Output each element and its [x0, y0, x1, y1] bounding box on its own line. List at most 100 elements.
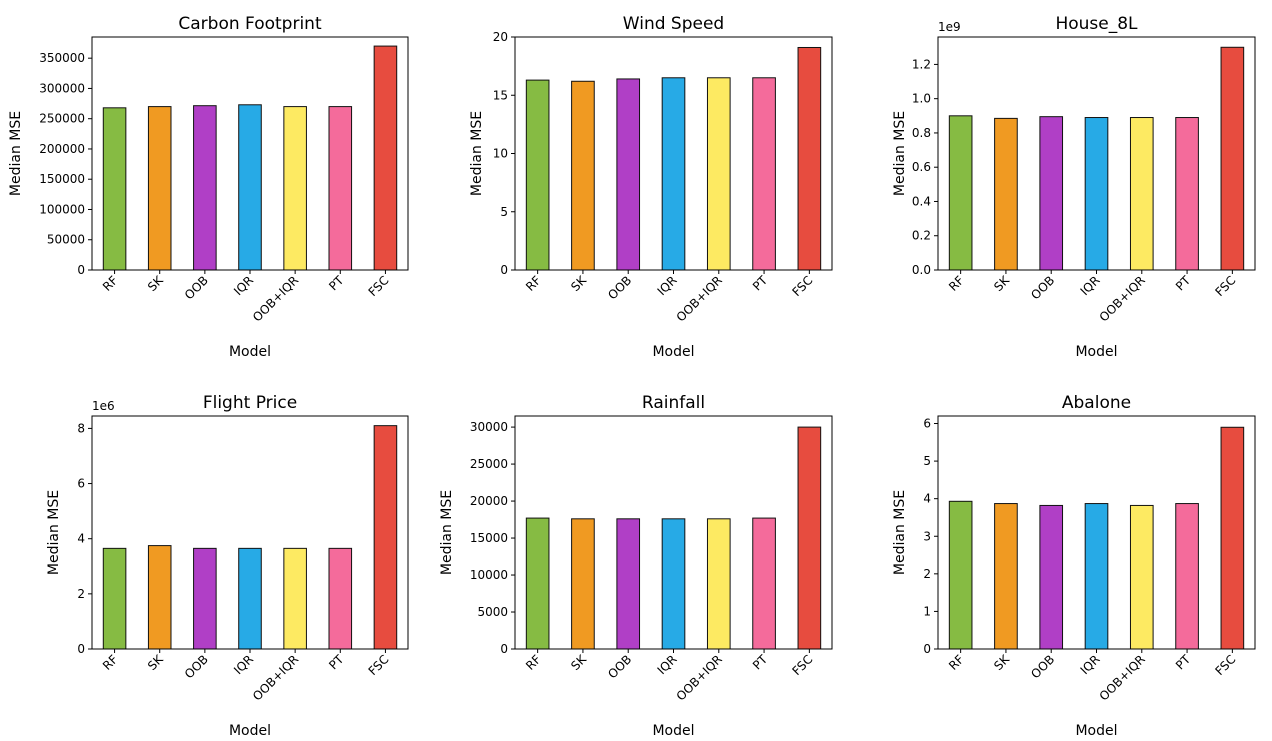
x-tick-label: SK	[991, 651, 1013, 673]
y-tick-label: 4	[923, 492, 931, 506]
y-tick-label: 15	[493, 88, 508, 102]
y-axis-label: Median MSE	[439, 490, 455, 575]
bar-iqr	[661, 77, 686, 271]
x-tick-label: RF	[523, 273, 544, 294]
x-tick-label: OOB	[605, 652, 634, 681]
bar-rf	[525, 79, 550, 271]
bar-rf	[102, 107, 127, 271]
y-tick-label: 200000	[39, 142, 85, 156]
x-tick-label: OOB	[605, 273, 634, 302]
bar-oob	[1039, 504, 1064, 650]
y-tick-label: 50000	[47, 233, 85, 247]
y-tick-label: 15000	[470, 531, 508, 545]
bar-fsc	[797, 426, 822, 650]
bar-oob	[1039, 116, 1064, 271]
y-axis-label: Median MSE	[892, 111, 908, 196]
x-tick-label: FSC	[790, 273, 816, 299]
x-tick-label: OOB	[182, 652, 211, 681]
bar-oob-iqr	[706, 77, 731, 271]
x-tick-label: OOB	[182, 273, 211, 302]
y-tick-label: 100000	[39, 202, 85, 216]
x-tick-label: PT	[750, 652, 771, 673]
y-tick-label: 5	[923, 454, 931, 468]
bar-pt	[752, 517, 776, 650]
bar-rf	[948, 500, 973, 650]
y-tick-label: 1.2	[912, 57, 931, 71]
x-tick-label: PT	[1173, 652, 1194, 673]
bar-iqr	[1084, 503, 1109, 650]
y-tick-label: 8	[77, 421, 85, 435]
bar-fsc	[373, 45, 398, 271]
chart-panel-5: 0 5000 10000 15000 20000 25000 30000 RF SK OOB IQR…	[439, 393, 833, 739]
bar-sk	[994, 503, 1018, 650]
bar-oob-iqr	[1129, 504, 1154, 650]
x-tick-label: SK	[145, 651, 167, 673]
x-tick-label: SK	[568, 651, 590, 673]
x-axis-label: Model	[1075, 723, 1117, 739]
y-tick-label: 20	[493, 30, 508, 44]
y-tick-label: 1.0	[912, 92, 931, 106]
x-tick-label: OOB+IQR	[250, 652, 301, 703]
bar-rf	[525, 517, 550, 650]
x-tick-label: PT	[326, 273, 347, 294]
x-tick-label: PT	[750, 273, 771, 294]
x-tick-label: IQR	[1078, 273, 1103, 298]
x-tick-label: OOB	[1028, 273, 1057, 302]
y-tick-label: 350000	[39, 51, 85, 65]
bar-sk	[994, 117, 1018, 271]
y-tick-label: 300000	[39, 81, 85, 95]
y-tick-label: 5000	[477, 605, 508, 619]
x-tick-label: FSC	[1213, 273, 1239, 299]
x-tick-label: SK	[568, 272, 590, 294]
x-tick-label: FSC	[366, 273, 392, 299]
bar-oob-iqr	[283, 106, 307, 271]
x-tick-label: PT	[1173, 273, 1194, 294]
x-tick-label: IQR	[655, 273, 680, 298]
bar-sk	[571, 80, 595, 271]
bar-rf	[102, 547, 127, 650]
y-axis-label: Median MSE	[8, 111, 24, 196]
bar-oob-iqr	[283, 547, 307, 650]
x-tick-label: FSC	[366, 652, 392, 678]
bar-oob	[616, 518, 641, 650]
y-tick-label: 25000	[470, 457, 508, 471]
y-tick-label: 30000	[470, 420, 508, 434]
x-axis-label: Model	[1075, 344, 1117, 360]
y-tick-label: 250000	[39, 112, 85, 126]
bar-fsc	[1220, 426, 1245, 650]
y-tick-label: 20000	[470, 494, 508, 508]
x-tick-label: OOB+IQR	[674, 273, 725, 324]
chart-title: Flight Price	[203, 393, 297, 413]
y-tick-label: 0.8	[912, 126, 931, 140]
bar-oob	[193, 547, 217, 650]
y-tick-label: 0	[500, 642, 508, 656]
chart-title: House_8L	[1055, 14, 1138, 34]
x-tick-label: RF	[100, 273, 121, 294]
x-axis-label: Model	[229, 344, 271, 360]
bar-sk	[147, 106, 172, 271]
bar-iqr	[661, 518, 686, 650]
bar-pt	[752, 77, 776, 271]
bar-fsc	[1220, 46, 1245, 271]
bar-sk	[571, 518, 595, 650]
x-tick-label: IQR	[231, 652, 256, 677]
y-tick-label: 0.4	[912, 194, 931, 208]
y-tick-label: 0	[500, 263, 508, 277]
chart-panel-1: 0 50000 100000 150000 200000 250000 300000 3500…	[8, 14, 409, 360]
y-axis-label: Median MSE	[46, 490, 62, 575]
y-tick-label: 3	[923, 529, 931, 543]
chart-title: Abalone	[1062, 393, 1131, 413]
x-tick-label: OOB+IQR	[250, 273, 301, 324]
x-tick-label: OOB+IQR	[674, 652, 725, 703]
x-tick-label: IQR	[231, 273, 256, 298]
x-tick-label: OOB+IQR	[1097, 273, 1148, 324]
y-tick-label: 6	[77, 477, 85, 491]
y-tick-label: 0	[923, 642, 931, 656]
bar-pt	[328, 547, 353, 650]
bar-iqr	[238, 547, 262, 650]
bar-oob-iqr	[706, 518, 731, 650]
bar-fsc	[373, 425, 398, 650]
bar-sk	[147, 545, 172, 650]
